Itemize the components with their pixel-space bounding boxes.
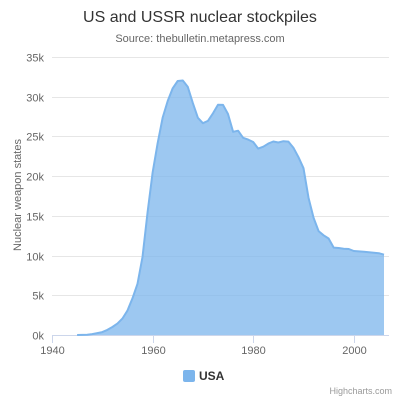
x-tick-label: 1960 — [141, 345, 165, 357]
y-axis-title: Nuclear weapon states — [12, 139, 24, 251]
y-tick-label: 20k — [26, 172, 44, 184]
x-tick-label: 2000 — [342, 345, 366, 357]
y-tick-label: 35k — [26, 53, 44, 65]
series-layer[interactable] — [77, 79, 385, 336]
area-line-usa — [77, 79, 385, 336]
legend-label: USA — [199, 369, 225, 383]
x-tick-label: 1980 — [241, 345, 265, 357]
y-tick-label: 30k — [26, 93, 44, 105]
legend-swatch — [183, 370, 195, 382]
x-tick-label: 1940 — [40, 345, 64, 357]
legend-item-usa[interactable]: USA — [183, 369, 225, 383]
chart-subtitle: Source: thebulletin.metapress.com — [115, 33, 284, 45]
y-tick-label: 5k — [32, 291, 44, 303]
x-axis: 1940 1960 1980 2000 — [40, 335, 367, 357]
area-fill-usa — [77, 80, 384, 335]
chart-title: US and USSR nuclear stockpiles — [83, 9, 317, 26]
y-tick-label: 0k — [32, 331, 44, 343]
y-tick-label: 15k — [26, 212, 44, 224]
y-axis: 0k 5k 10k 15k 20k 25k 30k 35k — [26, 53, 44, 343]
y-tick-label: 25k — [26, 132, 44, 144]
credits-link[interactable]: Highcharts.com — [329, 386, 392, 396]
y-tick-label: 10k — [26, 252, 44, 264]
